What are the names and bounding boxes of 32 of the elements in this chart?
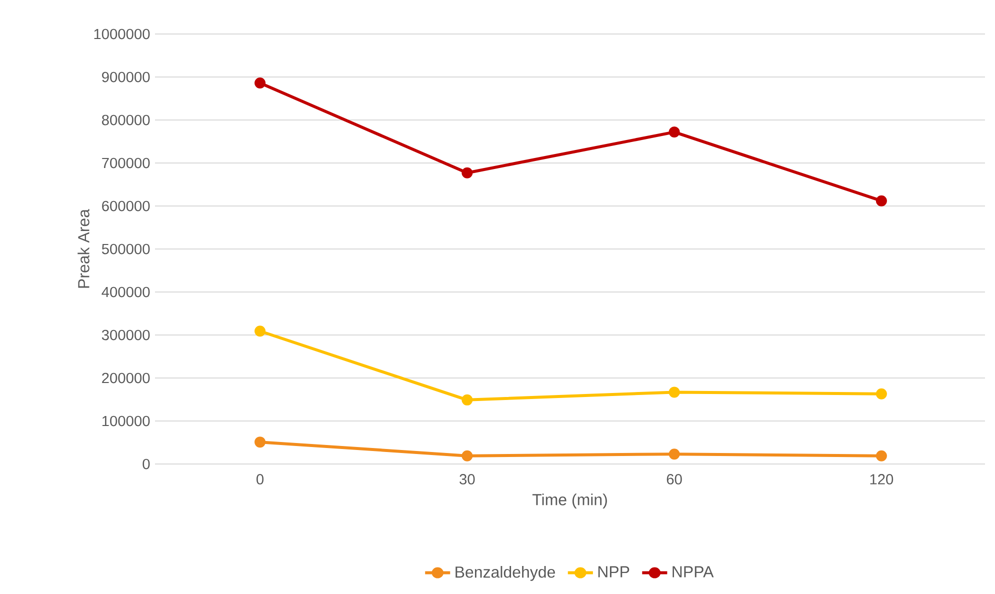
x-tick-label: 0	[256, 474, 264, 484]
y-tick-label: 500000	[102, 244, 150, 254]
x-tick-label: 60	[666, 474, 682, 484]
point	[668, 448, 680, 460]
x-tick-label: 120	[870, 474, 894, 484]
point	[254, 78, 266, 89]
legend-label: NPPA	[672, 566, 714, 578]
point	[462, 450, 473, 462]
y-tick-label: 100000	[102, 416, 150, 426]
point	[876, 195, 887, 206]
x-tick-label: 30	[460, 474, 475, 484]
y-tick-label: 800000	[102, 114, 150, 126]
y-tick-label: 1000000	[94, 28, 150, 40]
point	[462, 394, 473, 406]
point	[462, 167, 473, 178]
point	[254, 436, 266, 448]
x-axis-title: Time (min)	[532, 494, 607, 508]
point	[876, 450, 887, 462]
legend-label: NPP	[598, 566, 630, 578]
legend-label: Benzaldehyde	[456, 566, 555, 581]
y-tick-label: 600000	[102, 200, 150, 212]
y-tick-label: 200000	[102, 372, 150, 384]
point	[668, 126, 680, 138]
point	[254, 326, 266, 337]
y-tick-label: 900000	[102, 72, 150, 82]
y-tick-label: 0	[142, 458, 150, 470]
y-axis-title: Preak Area	[78, 209, 90, 288]
point	[876, 388, 887, 400]
y-tick-label: 300000	[102, 330, 150, 340]
point	[668, 386, 680, 398]
y-tick-label: 700000	[102, 158, 150, 168]
y-tick-label: 400000	[102, 286, 150, 298]
